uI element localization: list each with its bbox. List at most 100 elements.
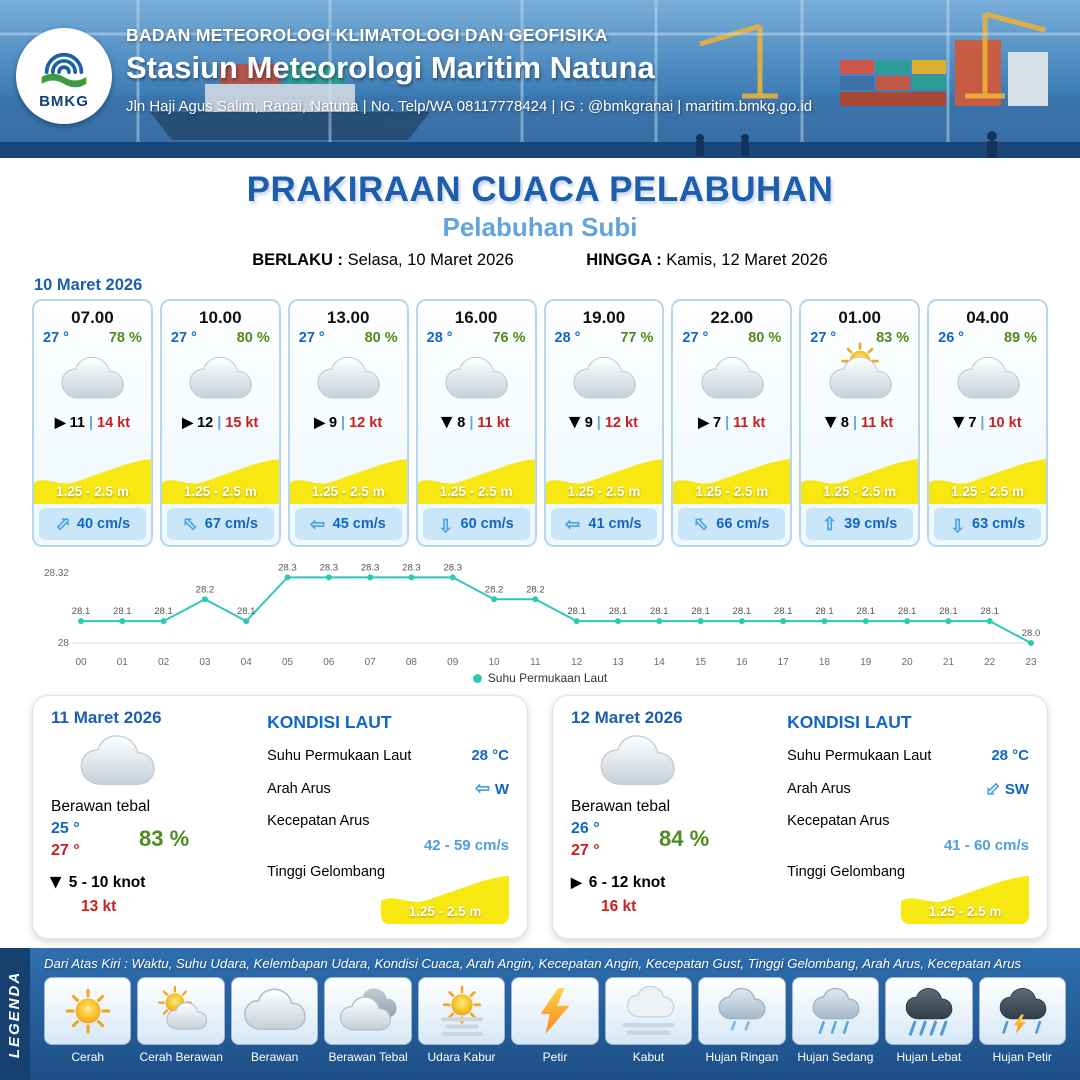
svg-text:28.3: 28.3 — [361, 562, 380, 573]
wind-gust: 11 kt — [861, 414, 894, 431]
valid-label: BERLAKU : — [252, 251, 344, 269]
wave-height-panel: 1.25 - 2.5 m — [34, 452, 151, 504]
wind-direction-icon: ▶ — [182, 414, 194, 430]
current-direction-icon: ⇧ — [472, 780, 493, 797]
svg-text:05: 05 — [282, 657, 294, 668]
cloud-icon — [956, 356, 1020, 399]
daily-weather: 12 Maret 2026 Berawan tebal 26 ° 27 ° 84… — [571, 708, 777, 926]
hazy-sun-icon — [440, 986, 483, 1036]
wave-height-panel: 1.25 - 2.5 m — [161, 452, 279, 504]
wave-label: Tinggi Gelombang — [267, 864, 386, 880]
sea-heading: KONDISI LAUT — [787, 712, 912, 732]
cloud-icon — [61, 356, 125, 399]
legend-item: Berawan Tebal — [324, 977, 412, 1064]
air-temperature: 28 ° — [554, 330, 581, 346]
svg-text:15: 15 — [695, 657, 707, 668]
wave-height-panel: 1.25 - 2.5 m — [289, 452, 407, 504]
wind-speed: 8 — [840, 414, 849, 431]
weather-icon — [801, 342, 918, 410]
forecast-card: 22.00 27 ° 80 % ▶ 7 | 11 kt 1.25 - 2.5 m … — [671, 299, 793, 547]
svg-text:28.1: 28.1 — [857, 606, 876, 617]
condition-text: Berawan tebal — [51, 797, 151, 815]
svg-text:28.0: 28.0 — [1022, 628, 1041, 639]
chart-legend: Suhu Permukaan Laut — [0, 671, 1080, 685]
svg-text:28.3: 28.3 — [320, 562, 339, 573]
current-direction: W — [494, 781, 509, 798]
current-panel: ⇧ 45 cm/s — [294, 508, 402, 540]
air-temperature: 27 ° — [298, 330, 325, 346]
humidity: 76 % — [492, 330, 526, 346]
wind-direction-icon: ▶ — [567, 417, 584, 428]
wind-range: 5 - 10 knot — [68, 873, 146, 891]
svg-text:19: 19 — [860, 657, 872, 668]
svg-text:03: 03 — [199, 657, 211, 668]
wind-speed: 7 — [713, 414, 722, 431]
current-direction: SW — [1004, 781, 1029, 798]
wave-height: 1.25 - 2.5 m — [311, 484, 385, 499]
daily-summary-row: 11 Maret 2026 Berawan tebal 25 ° 27 ° 83… — [0, 695, 1080, 939]
legend-footer: LEGENDA Dari Atas Kiri : Waktu, Suhu Uda… — [0, 948, 1080, 1080]
weather-icon — [73, 732, 257, 798]
daily-date: 12 Maret 2026 — [571, 708, 683, 727]
thunderstorm-icon — [999, 988, 1046, 1034]
current-speed: 41 cm/s — [588, 516, 642, 532]
humidity: 80 % — [748, 330, 782, 346]
air-temperature: 28 ° — [426, 330, 453, 346]
forecast-card: 04.00 26 ° 89 % ▶ 7 | 10 kt 1.25 - 2.5 m … — [927, 299, 1048, 547]
humidity: 84 % — [659, 825, 710, 851]
svg-text:04: 04 — [241, 657, 253, 668]
separator: | — [596, 414, 601, 431]
legend-item: Cerah — [44, 977, 132, 1064]
wave-height: 1.25 - 2.5 m — [439, 484, 513, 499]
legend-item: Hujan Lebat — [885, 977, 973, 1064]
svg-text:28.1: 28.1 — [567, 606, 586, 617]
contact-line: Jln Haji Agus Salim, Ranai, Natuna | No.… — [126, 98, 813, 115]
sst-value: 28 °C — [471, 747, 509, 764]
weather-icon — [34, 348, 151, 410]
svg-text:28.1: 28.1 — [774, 606, 793, 617]
agency-name: BADAN METEOROLOGI KLIMATOLOGI DAN GEOFIS… — [126, 25, 608, 45]
light-rain-icon — [718, 987, 766, 1031]
air-temperature: 26 ° — [938, 330, 965, 346]
separator: | — [852, 414, 858, 431]
current-direction-icon: ⇧ — [50, 511, 76, 537]
chart-legend-dot — [472, 673, 482, 683]
current-speed: 63 cm/s — [972, 516, 1026, 532]
page-title: PRAKIRAAN CUACA PELABUHAN — [246, 170, 834, 209]
current-direction-icon: ⇧ — [822, 513, 838, 534]
wind-direction-icon: ▶ — [823, 417, 840, 428]
svg-text:01: 01 — [117, 657, 129, 668]
header-text: BADAN METEOROLOGI KLIMATOLOGI DAN GEOFIS… — [126, 0, 1080, 115]
temp-min: 25 ° — [51, 819, 80, 837]
wind-gust: 14 kt — [97, 414, 131, 431]
wind-gust: 11 kt — [477, 414, 510, 431]
current-direction-icon: ⇧ — [563, 516, 584, 532]
humidity: 77 % — [620, 330, 654, 346]
svg-text:28.2: 28.2 — [526, 584, 545, 595]
wind-row: ▶ 7 | 10 kt — [929, 414, 1046, 431]
svg-text:13: 13 — [612, 657, 624, 668]
bmkg-logo-icon — [41, 52, 87, 87]
current-direction-icon: ⇧ — [307, 516, 328, 532]
separator: | — [217, 414, 222, 431]
forecast-time: 07.00 — [71, 308, 114, 327]
air-temperature: 27 ° — [170, 330, 197, 346]
current-panel: ⇧ 39 cm/s — [806, 508, 914, 540]
wind-gust: 15 kt — [225, 414, 259, 431]
validity-row: BERLAKU : Selasa, 10 Maret 2026 HINGGA :… — [0, 251, 1080, 270]
current-speed: 66 cm/s — [716, 516, 770, 532]
temp-max: 27 ° — [51, 841, 80, 859]
wind-row: ▶ 8 | 11 kt — [801, 414, 918, 431]
humidity: 80 % — [364, 330, 398, 346]
cloud-icon — [600, 735, 675, 785]
wave-height: 1.25 - 2.5 m — [567, 484, 641, 499]
air-temperature: 27 ° — [810, 330, 837, 346]
wave-height-panel: 1.25 - 2.5 m — [673, 452, 791, 504]
moderate-rain-icon — [812, 987, 860, 1034]
wind-direction-icon: ▶ — [571, 874, 582, 890]
forecast-time: 01.00 — [838, 308, 881, 327]
svg-text:18: 18 — [819, 657, 831, 668]
cloud-icon — [80, 735, 155, 785]
port-illustration — [0, 0, 1080, 158]
daily-card: 12 Maret 2026 Berawan tebal 26 ° 27 ° 84… — [552, 695, 1048, 939]
